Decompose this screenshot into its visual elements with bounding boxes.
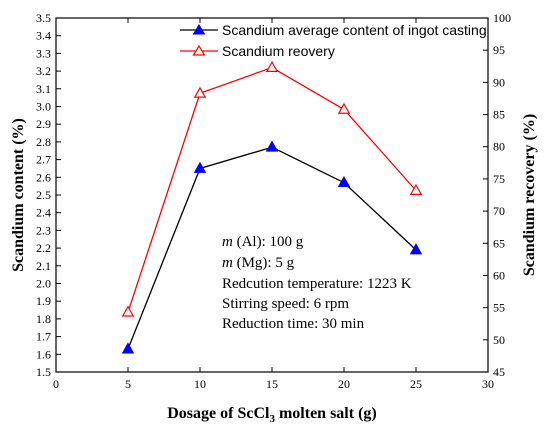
y-left-tick-label: 2.2 [36,241,51,255]
legend-label-content: Scandium average content of ingot castin… [222,22,487,38]
annotation-line-mg-italic: m [222,255,233,271]
series-0-point [193,161,207,173]
y-left-tick-label: 3.4 [36,29,51,43]
x-tick-label: 5 [125,377,131,391]
x-tick-label: 25 [410,377,422,391]
y-left-tick-label: 1.6 [36,347,51,361]
legend: Scandium average content of ingot castin… [180,22,487,59]
y-left-tick-label: 3.3 [36,46,51,60]
legend-marker-content [192,24,206,35]
annotation-line-al-italic: m [222,234,233,250]
y-left-tick-label: 3.2 [36,64,51,78]
y-left-tick-label: 1.5 [36,365,51,379]
conditions-annotation: m (Al): 100 g m (Mg): 5 g Redcution temp… [222,234,412,332]
annotation-line-al-text: (Al): 100 g [233,234,304,250]
y-left-axis-title: Scandium content (%) [10,118,27,272]
y-left-tick-label: 3.0 [36,100,51,114]
y-left-tick-label: 1.7 [36,330,51,344]
series-0-point [265,140,279,152]
y-right-tick-label: 75 [493,172,505,186]
x-axis-title-main: Dosage of ScCl [167,405,270,422]
legend-label-recovery: Scandium reovery [222,43,335,59]
y-left-tick-label: 2.8 [36,135,51,149]
y-right-tick-label: 70 [493,204,505,218]
y-left-tick-label: 2.3 [36,223,51,237]
y-left-tick-label: 2.1 [36,259,51,273]
y-left-tick-label: 2.4 [36,206,51,220]
y-left-tick-label: 2.9 [36,117,51,131]
y-left-tick-label: 3.5 [36,11,51,25]
x-tick-label: 15 [266,377,278,391]
y-right-tick-label: 100 [493,11,511,25]
series-1-point [193,86,207,98]
y-right-tick-label: 45 [493,365,505,379]
y-right-tick-label: 55 [493,301,505,315]
x-tick-label: 20 [338,377,350,391]
annotation-line-time: Reduction time: 30 min [222,316,365,332]
x-tick-label: 10 [194,377,206,391]
y-left-tick-label: 2.6 [36,170,51,184]
x-axis-title-tail: molten salt (g) [275,405,377,422]
y-left-tick-label: 1.9 [36,294,51,308]
y-right-tick-label: 95 [493,43,505,57]
series-0-point [337,175,351,188]
ticks-layer: 0 5 10 15 20 25 30 1.5 1.6 1.7 1.8 1.9 2.0 2.1 2.2 2.3 2… [36,11,511,391]
x-tick-label: 0 [53,377,59,391]
series-0-point [409,243,423,255]
legend-marker-recovery [192,44,206,56]
y-right-tick-label: 50 [493,333,505,347]
series-1-point [409,183,423,195]
series-1-point [337,102,351,114]
y-left-tick-label: 2.0 [36,277,51,291]
series-0-point [121,342,135,354]
y-right-tick-label: 60 [493,268,505,282]
series-layer [121,60,423,354]
x-axis-title-sub: 3 [269,413,275,425]
y-right-tick-label: 65 [493,236,505,250]
series-1-point [121,305,135,317]
y-left-tick-label: 2.5 [36,188,51,202]
y-left-tick-label: 1.8 [36,312,51,326]
y-right-tick-label: 90 [493,75,505,89]
y-right-axis-title: Scandium recovery (%) [521,114,538,276]
x-axis-title: Dosage of ScCl3 molten salt (g) [167,405,376,425]
annotation-line-temperature: Redcution temperature: 1223 K [222,276,412,292]
series-1-point [265,60,279,73]
y-left-tick-label: 3.1 [36,82,51,96]
y-left-tick-label: 2.7 [36,153,51,167]
annotation-line-mg-text: (Mg): 5 g [233,255,295,271]
annotation-line-mg: m (Mg): 5 g [222,255,295,271]
y-right-tick-label: 80 [493,140,505,154]
x-tick-label: 30 [482,377,494,391]
annotation-line-al: m (Al): 100 g [222,234,304,250]
annotation-line-stirring: Stirring speed: 6 rpm [222,296,349,312]
y-right-tick-label: 85 [493,108,505,122]
